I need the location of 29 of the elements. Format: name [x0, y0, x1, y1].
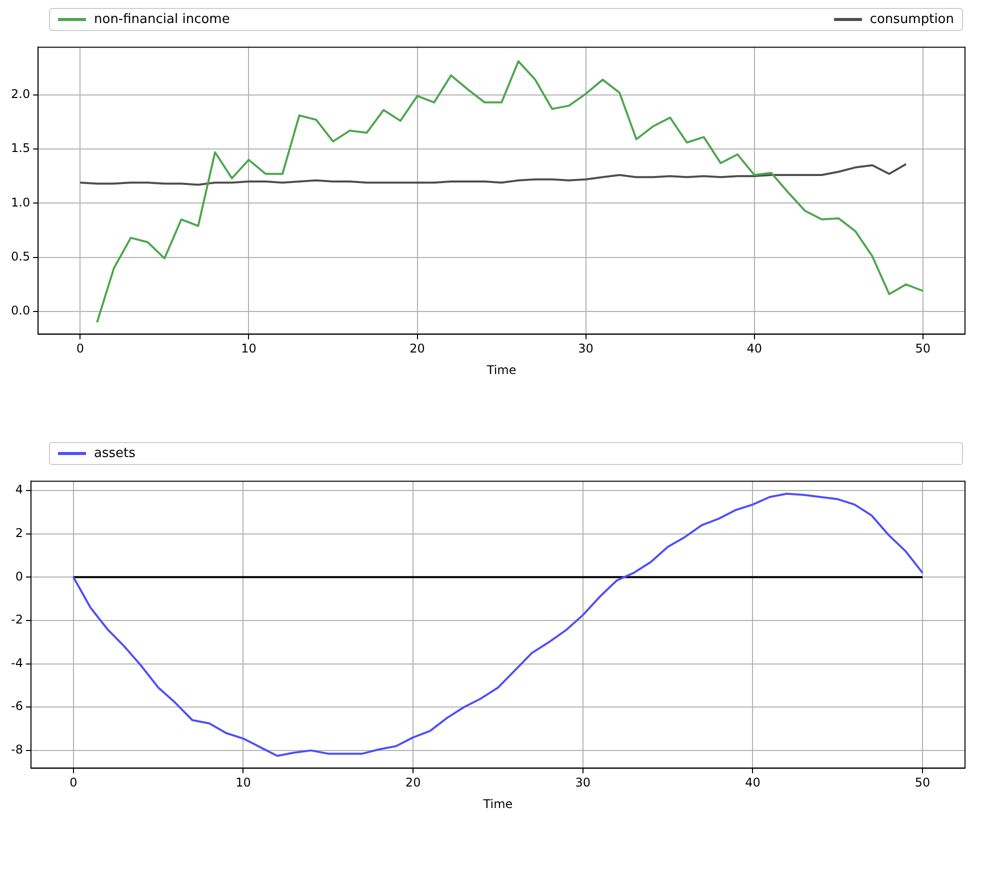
y-tick-label: 4	[15, 482, 23, 497]
x-tick-label: 10	[241, 342, 256, 356]
x-tick-label: 40	[746, 342, 762, 356]
legend-label: non-financial income	[94, 12, 230, 27]
y-tick-label: -4	[10, 656, 23, 670]
legend-label: assets	[94, 446, 136, 461]
y-tick-label: 0.5	[10, 249, 30, 264]
x-tick-label: 50	[915, 342, 931, 356]
y-tick-label: 0	[15, 569, 23, 584]
x-tick-label: 0	[76, 342, 84, 356]
y-tick-label: 2	[15, 526, 23, 540]
y-tick-label: -2	[10, 612, 23, 627]
y-tick-label: 2.0	[10, 86, 30, 101]
legend-label: consumption	[870, 12, 954, 27]
x-tick-label: 20	[410, 342, 425, 356]
x-tick-label: 0	[70, 776, 78, 790]
x-tick-label: 10	[236, 776, 251, 790]
x-tick-label: 40	[745, 776, 760, 790]
x-tick-label: 30	[578, 342, 594, 356]
y-tick-label: -8	[10, 742, 23, 757]
x-axis-title: Time	[486, 362, 516, 377]
y-tick-label: -6	[10, 699, 23, 714]
x-tick-label: 50	[914, 776, 930, 790]
y-tick-label: 1.5	[10, 141, 30, 156]
x-axis-title: Time	[482, 796, 513, 811]
y-tick-label: 0.0	[10, 304, 30, 318]
y-tick-label: 1.0	[10, 195, 30, 210]
x-tick-label: 30	[575, 776, 591, 790]
x-tick-label: 20	[405, 776, 421, 790]
